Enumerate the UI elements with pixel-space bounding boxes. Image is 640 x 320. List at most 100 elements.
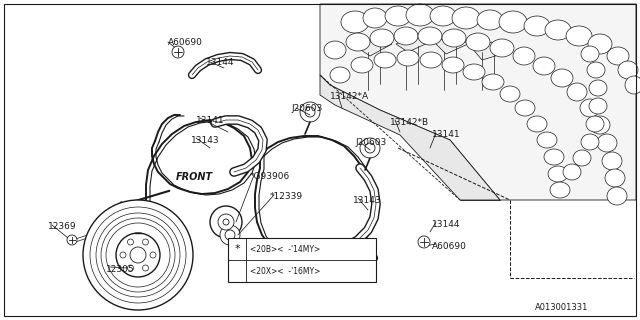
- Text: 13144: 13144: [206, 58, 234, 67]
- Ellipse shape: [346, 33, 370, 51]
- Ellipse shape: [490, 39, 514, 57]
- Circle shape: [365, 143, 375, 153]
- Ellipse shape: [341, 11, 369, 33]
- Ellipse shape: [544, 149, 564, 165]
- Ellipse shape: [551, 69, 573, 87]
- Ellipse shape: [370, 29, 394, 47]
- Ellipse shape: [397, 50, 419, 66]
- Ellipse shape: [330, 67, 350, 83]
- Circle shape: [220, 225, 240, 245]
- Ellipse shape: [418, 27, 442, 45]
- Circle shape: [127, 265, 134, 271]
- Ellipse shape: [442, 57, 464, 73]
- Text: 13142*B: 13142*B: [390, 118, 429, 127]
- Ellipse shape: [537, 132, 557, 148]
- Circle shape: [67, 235, 77, 245]
- Ellipse shape: [607, 187, 627, 205]
- Ellipse shape: [586, 116, 604, 132]
- Circle shape: [83, 200, 193, 310]
- Ellipse shape: [588, 34, 612, 54]
- Circle shape: [143, 239, 148, 245]
- Ellipse shape: [563, 164, 581, 180]
- Ellipse shape: [394, 27, 418, 45]
- Ellipse shape: [590, 116, 610, 134]
- Text: 13143: 13143: [353, 196, 381, 205]
- Ellipse shape: [607, 47, 629, 65]
- Text: J20603: J20603: [355, 138, 387, 147]
- Text: A60690: A60690: [168, 38, 203, 47]
- Ellipse shape: [363, 8, 387, 28]
- Ellipse shape: [581, 46, 599, 62]
- Ellipse shape: [430, 6, 456, 26]
- Text: 12305: 12305: [106, 265, 134, 274]
- Circle shape: [218, 214, 234, 230]
- Text: *G93906: *G93906: [250, 172, 291, 181]
- Polygon shape: [320, 75, 500, 200]
- Circle shape: [172, 46, 184, 58]
- Ellipse shape: [385, 6, 411, 26]
- Ellipse shape: [351, 57, 373, 73]
- Ellipse shape: [589, 98, 607, 114]
- Circle shape: [143, 265, 148, 271]
- Ellipse shape: [545, 20, 571, 40]
- Ellipse shape: [533, 57, 555, 75]
- Ellipse shape: [420, 52, 442, 68]
- Ellipse shape: [550, 182, 570, 198]
- Ellipse shape: [463, 64, 485, 80]
- Text: A60690: A60690: [432, 242, 467, 251]
- Circle shape: [300, 102, 320, 122]
- Ellipse shape: [587, 62, 605, 78]
- Polygon shape: [396, 34, 430, 52]
- Ellipse shape: [589, 80, 607, 96]
- Polygon shape: [434, 34, 468, 54]
- Ellipse shape: [482, 74, 504, 90]
- Ellipse shape: [466, 33, 490, 51]
- Ellipse shape: [573, 150, 591, 166]
- Ellipse shape: [499, 11, 527, 33]
- Ellipse shape: [618, 61, 638, 79]
- Text: *12339: *12339: [270, 192, 303, 201]
- Circle shape: [116, 233, 160, 277]
- Circle shape: [130, 247, 146, 263]
- Ellipse shape: [452, 7, 480, 29]
- Text: A013001331: A013001331: [535, 303, 588, 312]
- Circle shape: [223, 219, 229, 225]
- Ellipse shape: [548, 166, 568, 182]
- Ellipse shape: [513, 47, 535, 65]
- Ellipse shape: [527, 116, 547, 132]
- Ellipse shape: [580, 99, 600, 117]
- Ellipse shape: [581, 134, 599, 150]
- Text: 13143: 13143: [191, 136, 220, 145]
- Circle shape: [360, 138, 380, 158]
- Ellipse shape: [515, 100, 535, 116]
- Ellipse shape: [597, 134, 617, 152]
- Ellipse shape: [625, 76, 640, 94]
- Ellipse shape: [605, 169, 625, 187]
- Text: 13144: 13144: [432, 220, 461, 229]
- Ellipse shape: [374, 52, 396, 68]
- Ellipse shape: [566, 26, 592, 46]
- Ellipse shape: [477, 10, 503, 30]
- Text: 13141: 13141: [432, 130, 461, 139]
- Bar: [228, 238, 376, 282]
- Text: J20603: J20603: [291, 104, 323, 113]
- Ellipse shape: [442, 29, 466, 47]
- Ellipse shape: [602, 152, 622, 170]
- Text: <20X><  -'16MY>: <20X>< -'16MY>: [250, 267, 321, 276]
- Ellipse shape: [524, 16, 550, 36]
- Ellipse shape: [406, 4, 434, 26]
- Circle shape: [210, 206, 242, 238]
- Text: FRONT: FRONT: [176, 172, 213, 182]
- Circle shape: [120, 252, 126, 258]
- Ellipse shape: [500, 86, 520, 102]
- Circle shape: [305, 107, 315, 117]
- Circle shape: [225, 230, 235, 240]
- Text: 13142*A: 13142*A: [330, 92, 369, 101]
- Ellipse shape: [567, 83, 587, 101]
- Circle shape: [150, 252, 156, 258]
- Circle shape: [418, 236, 430, 248]
- Text: 12369: 12369: [48, 222, 77, 231]
- Text: <20B><  -'14MY>: <20B>< -'14MY>: [250, 244, 320, 253]
- Text: 13141: 13141: [196, 116, 225, 125]
- Polygon shape: [320, 4, 636, 200]
